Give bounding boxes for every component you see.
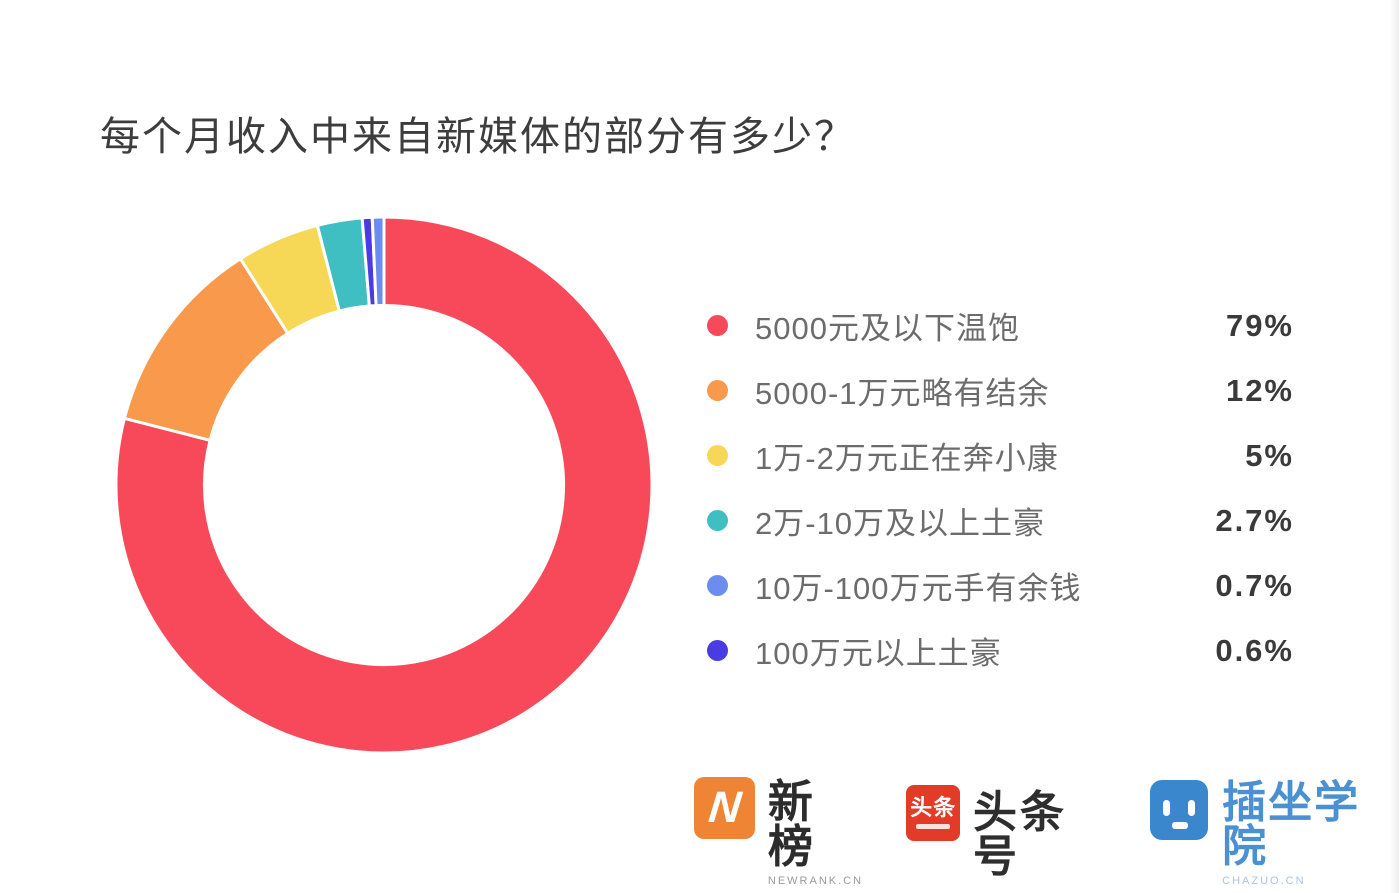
chazuo-robot-icon xyxy=(1150,780,1209,840)
legend-swatch xyxy=(707,380,728,401)
legend-item: 1万-2万元正在奔小康 5% xyxy=(707,423,1294,488)
legend-item: 2万-10万及以上土豪 2.7% xyxy=(707,488,1294,553)
donut-slice xyxy=(114,215,654,755)
legend-item: 100万元以上土豪 0.6% xyxy=(707,618,1294,683)
legend-swatch xyxy=(707,640,728,661)
robot-right-eye xyxy=(1188,800,1196,816)
legend-item: 10万-100万元手有余钱 0.7% xyxy=(707,553,1294,618)
legend: 5000元及以下温饱 79% 5000-1万元略有结余 12% 1万-2万元正在奔小康 5… xyxy=(707,293,1294,683)
robot-left-eye xyxy=(1163,800,1171,816)
legend-label: 10万-100万元手有余钱 xyxy=(755,571,1082,606)
donut-chart xyxy=(114,215,654,755)
legend-value: 12% xyxy=(1225,372,1294,408)
legend-value: 2.7% xyxy=(1215,502,1294,538)
newrank-name: 新榜 xyxy=(767,776,817,872)
footer-logos: N 新榜 NEWRANK.CN 头条 头条号 插坐学院 CHAZUO.CN xyxy=(694,777,1399,887)
legend-swatch xyxy=(707,575,728,596)
newrank-n-glyph: N xyxy=(706,783,743,832)
legend-label: 100万元以上土豪 xyxy=(755,636,1002,671)
legend-swatch xyxy=(707,510,728,531)
toutiao-microtext-bar xyxy=(916,824,951,829)
toutiao-name: 头条号 xyxy=(972,788,1067,881)
toutiao-logo: 头条 头条号 xyxy=(906,777,1108,879)
newrank-logo: N 新榜 NEWRANK.CN xyxy=(694,777,864,887)
toutiao-icon: 头条 xyxy=(906,785,960,841)
toutiao-icon-text: 头条 xyxy=(910,795,957,820)
chart-title: 每个月收入中来自新媒体的部分有多少？ xyxy=(100,114,856,159)
legend-label: 2万-10万及以上土豪 xyxy=(755,506,1046,541)
legend-item: 5000-1万元略有结余 12% xyxy=(707,358,1294,423)
legend-value: 0.7% xyxy=(1215,567,1294,603)
legend-label: 5000元及以下温饱 xyxy=(755,311,1020,346)
newrank-icon: N xyxy=(694,777,755,839)
legend-swatch xyxy=(707,315,728,336)
chazuo-name: 插坐学院 xyxy=(1222,778,1361,871)
page-edge-shade xyxy=(1390,0,1399,893)
legend-label: 5000-1万元略有结余 xyxy=(755,376,1050,411)
robot-mouth xyxy=(1172,822,1189,829)
donut-slice xyxy=(370,215,386,308)
legend-value: 0.6% xyxy=(1215,632,1294,668)
chazuo-subtext: CHAZUO.CN xyxy=(1222,875,1306,887)
legend-value: 5% xyxy=(1245,437,1294,473)
chazuo-logo: 插坐学院 CHAZUO.CN xyxy=(1150,777,1399,887)
legend-label: 1万-2万元正在奔小康 xyxy=(755,441,1059,476)
newrank-subtext: NEWRANK.CN xyxy=(767,875,864,887)
legend-swatch xyxy=(707,445,728,466)
legend-value: 79% xyxy=(1225,307,1294,343)
legend-item: 5000元及以下温饱 79% xyxy=(707,293,1294,358)
